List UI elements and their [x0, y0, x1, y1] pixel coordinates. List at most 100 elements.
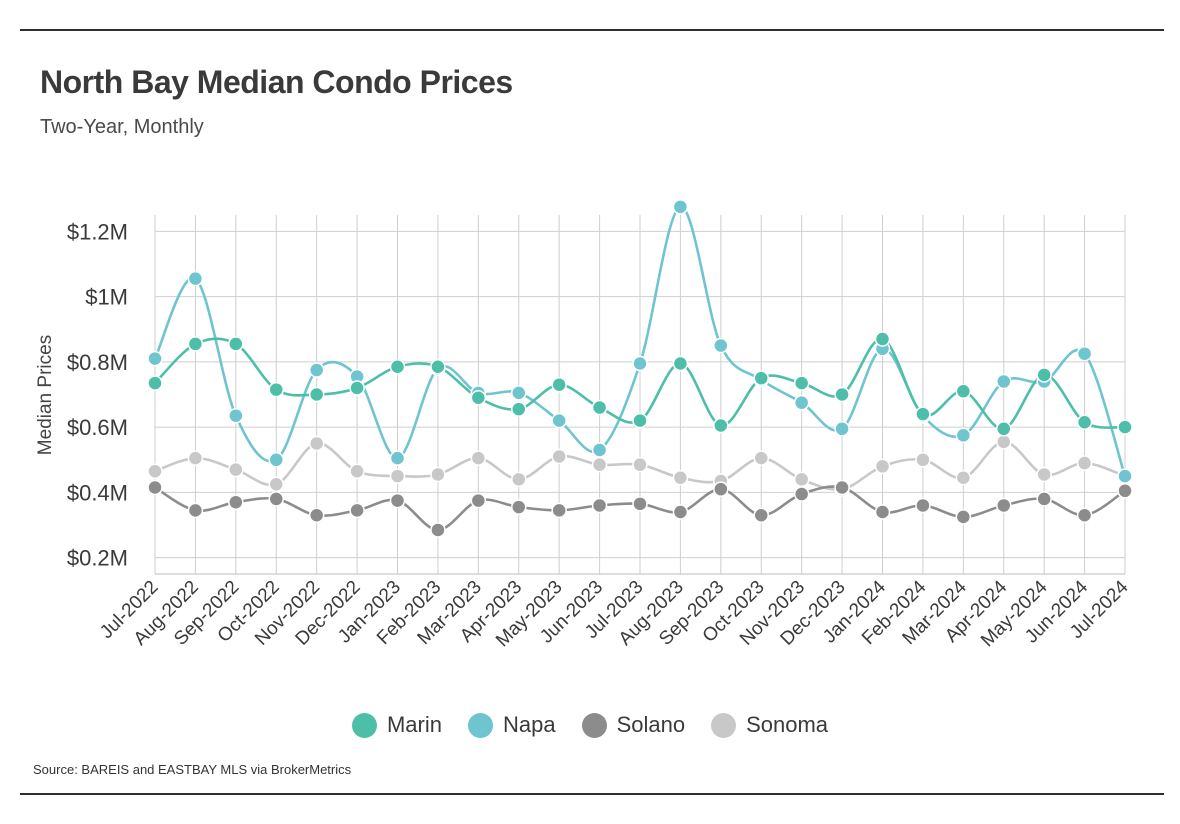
data-point-solano: [228, 494, 244, 510]
data-points: [147, 199, 1133, 538]
legend-label: Sonoma: [746, 712, 829, 737]
data-point-solano: [874, 504, 891, 520]
data-point-solano: [147, 479, 163, 496]
data-point-napa: [996, 373, 1012, 390]
y-axis-label: Median Prices: [35, 335, 56, 455]
data-point-sonoma: [268, 476, 284, 492]
data-point-solano: [1036, 491, 1052, 507]
data-point-napa: [268, 452, 284, 468]
bottom-rule: [20, 793, 1164, 795]
data-point-sonoma: [187, 450, 204, 466]
data-point-marin: [672, 355, 689, 372]
data-point-napa: [187, 270, 204, 287]
y-tick-label: $1.2M: [67, 219, 128, 244]
data-point-solano: [713, 481, 729, 497]
data-point-marin: [470, 390, 487, 406]
y-tick-label: $1M: [85, 285, 128, 310]
y-tick-label: $0.6M: [67, 415, 128, 440]
data-point-marin: [389, 359, 406, 375]
data-point-marin: [1036, 367, 1052, 383]
y-tick-label: $0.2M: [67, 546, 128, 571]
data-point-solano: [430, 522, 446, 538]
data-point-napa: [147, 350, 163, 367]
chart-subtitle: Two-Year, Monthly: [40, 116, 204, 138]
legend-marker-icon: [351, 712, 377, 738]
data-point-marin: [834, 386, 850, 403]
data-point-napa: [389, 450, 406, 466]
data-point-sonoma: [874, 458, 891, 475]
data-point-solano: [915, 497, 931, 514]
data-point-napa: [1117, 468, 1133, 484]
data-point-marin: [874, 331, 891, 347]
data-point-sonoma: [1076, 455, 1093, 471]
legend-item-solano: Solano: [581, 712, 686, 738]
data-point-napa: [1076, 345, 1093, 362]
data-point-solano: [672, 504, 689, 520]
legend-marker-icon: [467, 712, 493, 738]
data-point-sonoma: [915, 452, 931, 468]
data-point-marin: [955, 383, 972, 399]
y-tick-label: $0.4M: [67, 480, 128, 505]
data-point-napa: [713, 337, 729, 354]
data-point-solano: [753, 507, 769, 524]
legend-marker-icon: [581, 712, 607, 738]
data-point-marin: [551, 376, 567, 393]
source-note: Source: BAREIS and EASTBAY MLS via Broke…: [33, 762, 352, 777]
data-point-marin: [713, 417, 729, 434]
data-point-marin: [1076, 414, 1093, 430]
legend-marker-icon: [711, 712, 737, 738]
data-point-marin: [228, 336, 244, 352]
data-point-solano: [187, 502, 204, 519]
data-point-marin: [915, 406, 931, 422]
data-point-marin: [793, 375, 810, 391]
data-point-sonoma: [308, 435, 325, 452]
data-point-sonoma: [389, 468, 406, 484]
chart-title: North Bay Median Condo Prices: [40, 64, 513, 100]
data-point-napa: [793, 394, 810, 411]
legend-label: Solano: [616, 712, 686, 737]
data-point-napa: [228, 407, 244, 424]
legend-item-napa: Napa: [467, 712, 556, 738]
data-point-sonoma: [955, 469, 972, 486]
top-rule: [20, 29, 1164, 31]
data-point-solano: [551, 502, 567, 519]
data-point-napa: [551, 412, 567, 429]
legend-label: Marin: [386, 712, 442, 737]
data-point-solano: [591, 497, 608, 514]
data-point-napa: [955, 427, 972, 444]
data-point-sonoma: [793, 471, 810, 488]
data-point-marin: [349, 380, 365, 396]
data-point-marin: [591, 399, 608, 416]
data-point-sonoma: [591, 456, 608, 473]
legend-label: Napa: [502, 712, 556, 737]
y-tick-label: $0.8M: [67, 350, 128, 375]
data-point-sonoma: [672, 469, 689, 486]
data-point-sonoma: [511, 471, 527, 488]
data-point-solano: [349, 502, 365, 519]
legend-item-marin: Marin: [351, 712, 442, 738]
data-point-sonoma: [228, 461, 244, 478]
data-point-sonoma: [996, 434, 1012, 450]
data-point-napa: [672, 199, 689, 215]
data-point-napa: [632, 355, 648, 372]
data-point-solano: [632, 496, 648, 512]
legend-item-sonoma: Sonoma: [711, 712, 828, 738]
data-point-sonoma: [470, 450, 487, 466]
data-point-solano: [834, 479, 850, 496]
data-point-marin: [187, 336, 204, 352]
data-point-solano: [1117, 483, 1133, 499]
data-point-marin: [1117, 419, 1133, 435]
data-point-solano: [996, 497, 1012, 514]
legend: Marin Napa Solano Sonoma: [0, 712, 1180, 738]
data-point-marin: [268, 381, 284, 398]
data-point-marin: [147, 375, 163, 391]
data-point-napa: [511, 385, 527, 401]
data-point-sonoma: [632, 456, 648, 473]
data-point-napa: [834, 421, 850, 437]
data-point-marin: [511, 401, 527, 417]
data-point-solano: [793, 486, 810, 502]
data-point-marin: [996, 421, 1012, 437]
data-point-solano: [1076, 507, 1093, 524]
data-point-solano: [308, 507, 325, 524]
